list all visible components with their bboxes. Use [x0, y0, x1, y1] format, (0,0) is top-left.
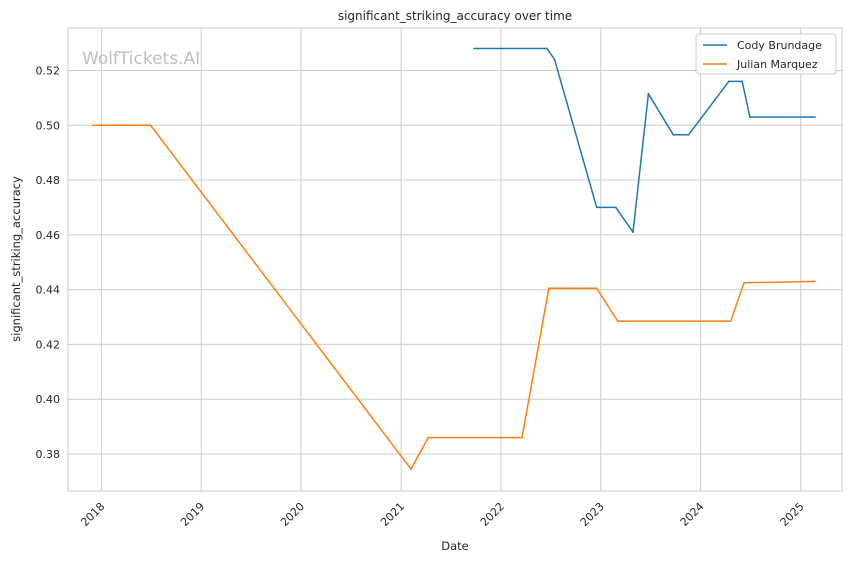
data-point-cody-brundage [647, 92, 650, 95]
data-point-cody-brundage [473, 47, 475, 50]
data-point-cody-brundage [687, 133, 690, 136]
data-point-julian-marquez [92, 124, 95, 127]
y-tick-label: 0.48 [36, 174, 61, 187]
y-tick-labels: 0.38 0.40 0.42 0.44 0.46 0.48 0.50 0.52 [36, 64, 61, 461]
watermark: WolfTickets.AI [82, 49, 200, 69]
data-point-julian-marquez [729, 320, 732, 322]
data-point-cody-brundage [672, 133, 675, 136]
data-point-julian-marquez [814, 280, 816, 283]
data-point-julian-marquez [595, 287, 598, 290]
y-tick-label: 0.46 [36, 229, 61, 242]
plot-frame [67, 27, 843, 492]
data-point-julian-marquez [149, 124, 152, 127]
chart-title: significant_striking_accuracy over time [338, 9, 572, 23]
data-point-cody-brundage [595, 206, 598, 209]
data-point-julian-marquez [410, 468, 412, 470]
data-point-julian-marquez [521, 436, 523, 439]
data-point-cody-brundage [727, 80, 730, 83]
y-tick-label: 0.42 [36, 338, 61, 351]
data-point-cody-brundage [614, 206, 617, 209]
data-point-cody-brundage [748, 116, 751, 118]
data-point-cody-brundage [632, 231, 634, 234]
data-point-julian-marquez [743, 281, 745, 284]
data-point-cody-brundage [741, 80, 744, 83]
data-point-julian-marquez [427, 436, 430, 439]
legend: Cody Brundage Julian Marquez [695, 33, 837, 75]
y-axis-label: significant_striking_accuracy [9, 176, 23, 342]
y-tick-label: 0.50 [36, 119, 61, 132]
data-point-cody-brundage [553, 58, 556, 61]
y-tick-label: 0.38 [36, 448, 61, 461]
legend-box [695, 33, 837, 75]
series-layer [92, 47, 816, 470]
data-point-julian-marquez [547, 287, 550, 290]
legend-entry-label: Cody Brundage [737, 39, 822, 52]
data-point-cody-brundage [546, 47, 548, 50]
legend-entry-label: Julian Marquez [736, 58, 818, 71]
data-point-cody-brundage [814, 116, 816, 118]
y-tick-label: 0.44 [36, 284, 61, 297]
y-tick-label: 0.52 [36, 64, 61, 77]
y-tick-label: 0.40 [36, 393, 61, 406]
data-point-julian-marquez [616, 320, 619, 322]
x-axis-label: Date [441, 539, 469, 553]
grid [68, 28, 842, 491]
